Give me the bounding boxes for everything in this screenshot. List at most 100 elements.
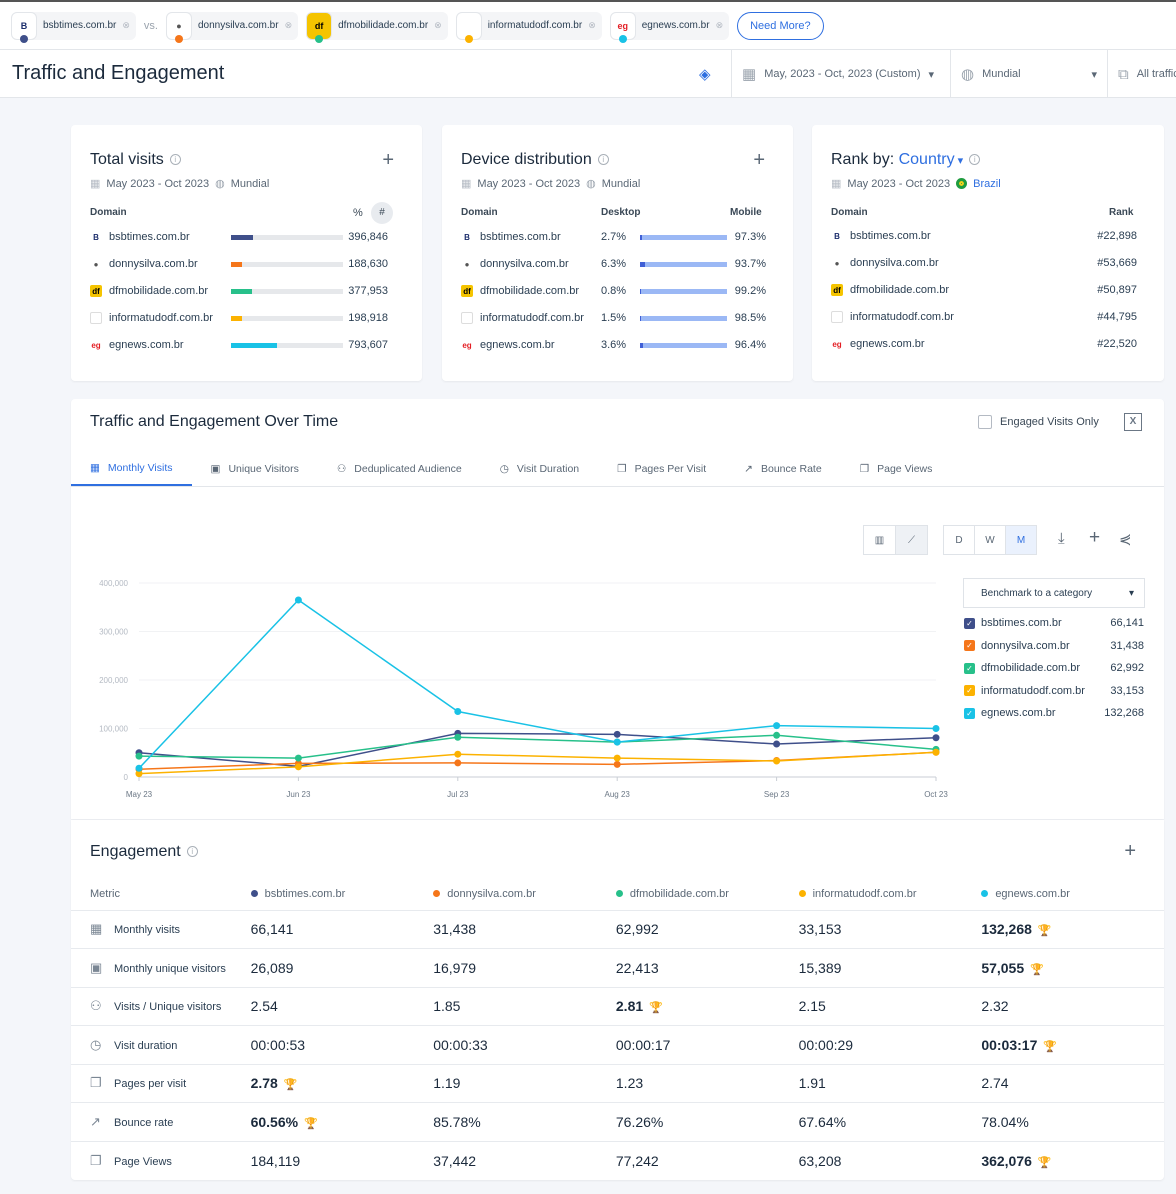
total-visits-row[interactable]: ● donnysilva.com.br [90,254,198,274]
line-chart-toggle[interactable]: ⟋ [895,525,928,555]
info-icon[interactable]: i [969,154,981,166]
vs-label: vs. [143,19,158,32]
info-icon[interactable]: i [169,154,181,166]
traffic-over-time-card: Traffic and Engagement Over Time Engaged… [71,399,1164,819]
share-icon[interactable]: ⋞ [1119,531,1132,548]
tab-deduplicated-audience[interactable]: ⚇ Deduplicated Audience [336,462,462,475]
traffic-source-select[interactable]: ⧉ All traffic [1107,50,1176,98]
metric-icon: ▣ [90,959,103,975]
chevron-down-icon[interactable]: ▾ [954,155,964,167]
remove-icon[interactable]: ⊗ [715,20,724,30]
legend-item[interactable]: ✓ dfmobilidade.com.br 62,992 [964,662,1144,674]
rank-by-select[interactable]: Country [898,151,955,168]
metric-icon: ↗ [90,1113,101,1129]
site-favicon-icon [461,312,473,324]
total-visits-row[interactable]: eg egnews.com.br [90,339,184,351]
device-bar [640,343,727,348]
excel-export-icon[interactable]: X [1124,413,1142,431]
value-cell: 16,979 [433,948,616,987]
rank-row[interactable]: df dfmobilidade.com.br [831,280,949,300]
x-tick-label: Aug 23 [605,790,631,799]
total-visits-card: Total visits i ▦ May 2023 - Oct 2023 ◍ Mundi… [71,125,422,381]
legend-item[interactable]: ✓ egnews.com.br 132,268 [964,707,1144,719]
device-row: eg egnews.com.br [461,339,555,351]
add-icon[interactable]: + [382,149,394,171]
tab-page-views[interactable]: ❐ Page Views [859,462,933,475]
total-visits-row[interactable]: df dfmobilidade.com.br [90,281,208,301]
value-cell: 26,089 [250,948,434,987]
line-chart: 0 100,000 200,000 300,000 400,000 May 23 Jun 2… [99,579,948,799]
legend-item[interactable]: ✓ informatudodf.com.br 33,153 [964,685,1144,697]
checkbox-icon: ✓ [964,662,975,674]
data-point [454,759,462,767]
col-domain: Domain [831,207,868,218]
academy-icon[interactable]: ◈ [699,65,711,83]
rank-value: #22,898 [1097,230,1137,242]
desktop-value: 0.8% [601,285,627,297]
site-favicon-icon: B [831,230,843,242]
toggle-number[interactable]: # [371,202,393,224]
bar-chart-toggle[interactable]: ▥ [863,525,896,555]
compare-site-chip[interactable]: ● donnysilva.com.br ⊗ [165,11,299,43]
data-point [294,763,302,771]
total-visits-row[interactable]: informatudodf.com.br [90,308,213,328]
card-title: Device distribution [461,151,592,168]
value-cell: 60.56% 🏆 [250,1102,434,1141]
add-icon[interactable]: + [1089,527,1101,548]
remove-icon[interactable]: ⊗ [434,20,442,30]
legend-item[interactable]: ✓ donnysilva.com.br 31,438 [964,640,1144,652]
tab-unique-visitors[interactable]: ▣ Unique Visitors [210,462,299,475]
device-bar [640,289,727,294]
granularity-M[interactable]: M [1005,525,1037,555]
device-row: informatudodf.com.br [461,308,584,328]
region-select[interactable]: ◍ Mundial ▾ [950,50,1107,98]
series-line [138,734,937,759]
rank-row[interactable]: eg egnews.com.br [831,338,925,350]
device-bar [640,316,727,321]
metric-cell: ◷ Visit duration [71,1025,251,1064]
data-point [294,596,302,604]
download-icon[interactable]: ⤓ [1058,530,1065,547]
rank-value: #44,795 [1097,311,1137,323]
rank-row[interactable]: informatudodf.com.br [831,307,954,327]
tab-monthly-visits[interactable]: ▦ Monthly Visits [71,451,192,486]
compare-site-chip[interactable]: informatudodf.com.br ⊗ [455,11,602,43]
data-point [613,754,621,762]
data-point [135,752,143,760]
info-icon[interactable]: i [186,846,198,858]
tab-pages-per-visit[interactable]: ❐ Pages Per Visit [617,462,707,475]
granularity-D[interactable]: D [943,525,975,555]
value-cell: 1.19 [433,1063,616,1103]
compare-site-chip[interactable]: df dfmobilidade.com.br ⊗ [306,11,448,43]
trophy-icon: 🏆 [1037,925,1052,938]
date-range-picker[interactable]: ▦ May, 2023 - Oct, 2023 (Custom) ▾ [731,50,950,98]
engaged-visits-checkbox[interactable]: Engaged Visits Only [978,415,1099,429]
table-row: ⚇ Visits / Unique visitors 2.54 1.85 2.81 🏆 2.… [71,986,1164,1026]
remove-icon[interactable]: ⊗ [284,20,293,30]
rank-row[interactable]: ● donnysilva.com.br [831,253,939,273]
info-icon[interactable]: i [597,154,609,166]
legend-item[interactable]: ✓ bsbtimes.com.br 66,141 [964,617,1144,629]
value-cell: 1.91 [798,1063,982,1103]
add-icon[interactable]: + [753,149,765,171]
toggle-percent[interactable]: % [353,207,363,219]
remove-icon[interactable]: ⊗ [122,20,130,30]
benchmark-select[interactable]: Benchmark to a category ▾ [963,578,1145,608]
add-icon[interactable]: + [1124,840,1136,862]
rank-value: #53,669 [1097,257,1137,269]
granularity-W[interactable]: W [974,525,1006,555]
rank-card: Rank by: Country ▾ i ▦ May 2023 - Oct 2023… [812,125,1164,381]
compare-site-chip[interactable]: eg egnews.com.br ⊗ [609,11,730,43]
col-mobile: Mobile [730,207,762,218]
desktop-value: 3.6% [601,339,627,351]
remove-icon[interactable]: ⊗ [588,20,596,30]
tab-visit-duration[interactable]: ◷ Visit Duration [499,462,580,475]
globe-icon: ◍ [586,178,596,190]
table-row: ❐ Pages per visit 2.78 🏆 1.19 1.23 1.91 2.74 [71,1063,1164,1103]
value-cell: 62,992 [615,909,799,949]
need-more-button[interactable]: Need More? [737,11,824,40]
tab-bounce-rate[interactable]: ↗ Bounce Rate [744,462,822,475]
